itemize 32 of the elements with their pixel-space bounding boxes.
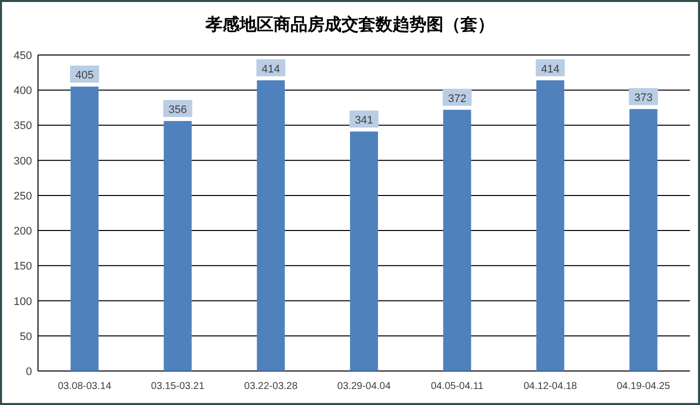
data-label: 356: [168, 104, 187, 116]
y-tick-label: 200: [14, 226, 32, 238]
y-tick-label: 50: [20, 330, 32, 343]
y-tick-label: 450: [14, 50, 32, 62]
y-tick-label: 0: [26, 366, 32, 378]
x-tick-label: 03.29-04.04: [337, 381, 392, 392]
y-tick-label: 350: [14, 120, 32, 132]
data-label: 414: [541, 63, 560, 76]
x-tick-label: 03.08-03.14: [58, 381, 112, 392]
y-tick-label: 250: [14, 190, 32, 202]
x-tick-label: 04.12-04.18: [524, 381, 578, 392]
data-label: 372: [448, 92, 466, 105]
bar: [256, 80, 285, 371]
bar: [536, 80, 564, 371]
data-label: 414: [262, 63, 280, 76]
y-tick-label: 100: [14, 296, 32, 308]
data-label: 341: [354, 114, 374, 127]
x-tick-label: 03.22-03.28: [244, 381, 298, 392]
bar: [443, 110, 472, 371]
data-label: 405: [75, 70, 94, 82]
y-tick-label: 300: [14, 155, 32, 168]
bar: [350, 132, 378, 371]
y-tick-label: 400: [14, 85, 32, 98]
data-label: 373: [634, 92, 653, 104]
y-tick-label: 150: [14, 260, 32, 273]
bar: [629, 109, 658, 371]
x-tick-label: 04.19-04.25: [616, 381, 671, 392]
x-tick-label: 03.15-03.21: [151, 381, 205, 392]
bar: [164, 121, 192, 371]
x-tick-label: 04.05-04.11: [430, 381, 484, 392]
chart-title: 孝感地区商品房成交套数趋势图（套）: [204, 15, 494, 34]
bar: [70, 86, 99, 371]
